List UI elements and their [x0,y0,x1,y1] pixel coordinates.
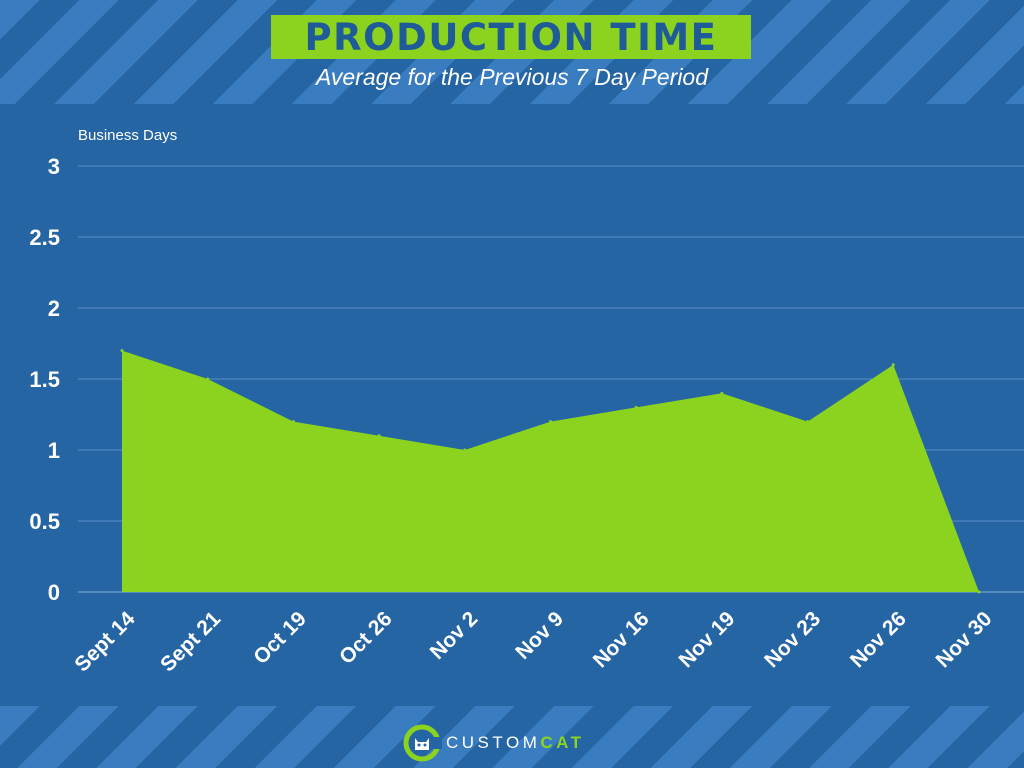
customcat-logo: CUSTOMCAT [402,721,585,765]
cat-logo-icon [403,724,442,762]
y-tick-label: 2.5 [29,225,60,250]
x-tick-label: Nov 19 [674,607,739,672]
y-tick-label: 1 [48,438,60,463]
x-tick-label: Oct 19 [249,607,311,669]
y-tick-label: 0 [48,580,60,605]
data-point [977,590,981,594]
x-tick-label: Nov 16 [589,607,654,672]
x-tick-label: Nov 9 [511,607,568,664]
logo-text-cat: CAT [540,733,585,752]
y-axis-label: Business Days [78,127,178,144]
data-point [120,349,124,353]
data-point [377,434,381,438]
data-point [463,448,467,452]
y-tick-label: 2 [48,296,60,321]
area-series [122,350,979,592]
x-tick-label: Sept 14 [70,607,139,676]
chart-title: PRODUCTION TIME [304,15,718,59]
logo-wordmark: CUSTOMCAT [446,733,585,753]
x-tick-label: Nov 23 [760,607,825,672]
data-point [549,420,552,424]
data-point [891,363,895,367]
x-tick-label: Sept 21 [156,607,225,676]
bottom-stripe-band [0,706,1024,768]
x-tick-label: Oct 26 [335,607,397,669]
x-tick-label: Nov 2 [426,607,483,664]
y-tick-label: 1.5 [29,367,60,392]
data-point [806,420,810,424]
chart-subtitle: Average for the Previous 7 Day Period [315,64,709,90]
data-point [720,391,724,395]
x-tick-label: Nov 26 [846,607,911,672]
data-point [291,420,295,424]
y-tick-label: 0.5 [29,509,60,534]
y-tick-label: 3 [48,154,60,179]
x-tick-label: Nov 30 [932,607,997,672]
data-point [206,377,210,381]
title-banner: PRODUCTION TIME [271,15,751,59]
logo-text-custom: CUSTOM [446,733,541,752]
data-point [634,405,638,409]
